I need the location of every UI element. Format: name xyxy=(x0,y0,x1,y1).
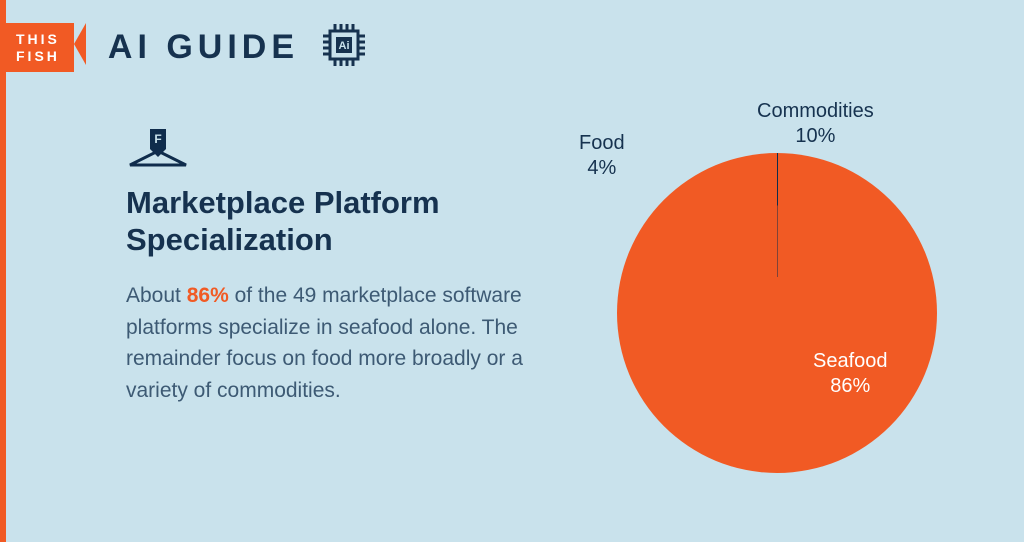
body-pre: About xyxy=(126,284,187,307)
thisfish-flag-logo: THIS FISH xyxy=(6,23,74,71)
chart-column: Food4%Commodities10%Seafood86% xyxy=(586,125,968,473)
content-area: F Marketplace Platform Specialization Ab… xyxy=(6,77,1024,473)
pie-label-food: Food4% xyxy=(579,131,625,181)
pie-canvas xyxy=(617,153,937,473)
pie-label-seafood: Seafood86% xyxy=(813,349,888,399)
pie-chart: Food4%Commodities10%Seafood86% xyxy=(617,153,937,473)
marketplace-map-icon: F xyxy=(126,125,546,174)
section-heading: Marketplace Platform Specialization xyxy=(126,184,546,258)
text-column: F Marketplace Platform Specialization Ab… xyxy=(126,125,546,473)
section-body: About 86% of the 49 marketplace software… xyxy=(126,280,546,406)
ai-chip-icon: Ai xyxy=(317,18,371,77)
svg-text:F: F xyxy=(154,132,161,146)
flag-line-1: THIS xyxy=(16,31,60,47)
flag-line-2: FISH xyxy=(16,48,60,64)
page-title: AI GUIDE xyxy=(108,28,299,67)
body-highlight: 86% xyxy=(187,284,229,307)
pie-label-commodities: Commodities10% xyxy=(757,99,874,149)
header: THIS FISH AI GUIDE Ai xyxy=(6,0,1024,77)
svg-text:Ai: Ai xyxy=(339,40,350,52)
